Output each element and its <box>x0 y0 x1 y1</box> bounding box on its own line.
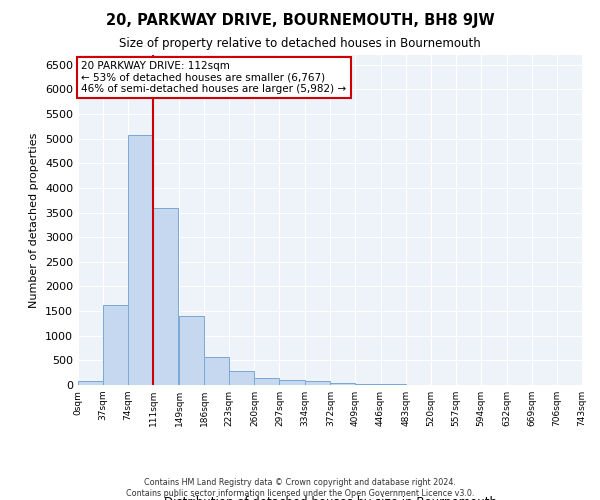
Text: Size of property relative to detached houses in Bournemouth: Size of property relative to detached ho… <box>119 38 481 51</box>
Bar <box>305 382 329 385</box>
Bar <box>229 370 254 385</box>
Bar <box>380 384 406 385</box>
Text: 20 PARKWAY DRIVE: 112sqm
← 53% of detached houses are smaller (6,767)
46% of sem: 20 PARKWAY DRIVE: 112sqm ← 53% of detach… <box>82 61 347 94</box>
Bar <box>78 382 103 385</box>
Bar <box>355 384 380 385</box>
Bar <box>128 135 153 385</box>
Bar <box>153 208 178 385</box>
Bar <box>331 382 355 385</box>
Y-axis label: Number of detached properties: Number of detached properties <box>29 132 40 308</box>
Bar <box>280 380 305 385</box>
Bar <box>179 316 204 385</box>
Bar <box>204 356 229 385</box>
Bar <box>103 305 128 385</box>
Text: 20, PARKWAY DRIVE, BOURNEMOUTH, BH8 9JW: 20, PARKWAY DRIVE, BOURNEMOUTH, BH8 9JW <box>106 12 494 28</box>
Bar <box>254 378 280 385</box>
X-axis label: Distribution of detached houses by size in Bournemouth: Distribution of detached houses by size … <box>163 496 497 500</box>
Text: Contains HM Land Registry data © Crown copyright and database right 2024.
Contai: Contains HM Land Registry data © Crown c… <box>126 478 474 498</box>
